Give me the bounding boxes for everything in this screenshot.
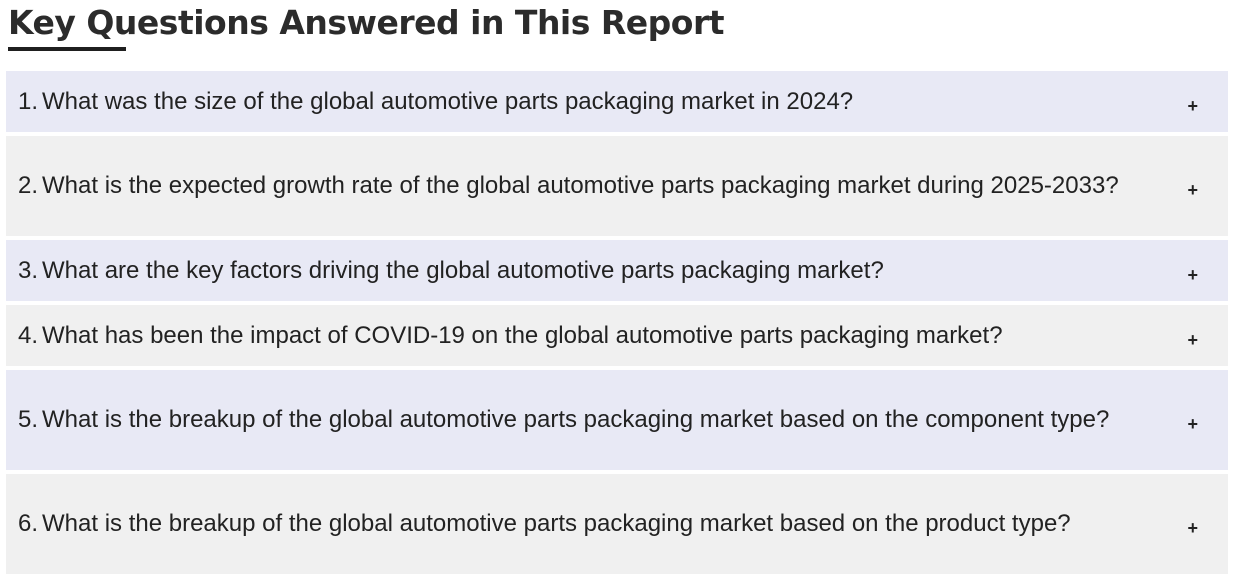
faq-question: What was the size of the global automoti… [42,87,854,115]
expand-plus-icon[interactable]: + [1187,264,1198,285]
faq-question: What is the expected growth rate of the … [42,172,1119,199]
faq-number: 2. [18,172,39,199]
faq-number: 1. [18,87,39,115]
faq-number: 3. [18,256,39,284]
faq-question: What is the breakup of the global automo… [42,406,1110,433]
faq-question: What is the breakup of the global automo… [42,510,1071,537]
faq-item-5[interactable]: 5. What is the breakup of the global aut… [6,370,1228,470]
expand-plus-icon[interactable]: + [1187,329,1198,350]
expand-plus-icon[interactable]: + [1187,180,1198,200]
expand-plus-icon[interactable]: + [1187,518,1198,538]
title-underline [8,47,126,51]
section-heading-wrap: Key Questions Answered in This Report [8,0,725,46]
faq-question: What are the key factors driving the glo… [42,256,884,284]
faq-item-1[interactable]: 1. What was the size of the global autom… [6,71,1228,132]
faq-item-2[interactable]: 2. What is the expected growth rate of t… [6,136,1228,236]
faq-question: What has been the impact of COVID-19 on … [42,321,1003,349]
faq-item-6[interactable]: 6. What is the breakup of the global aut… [6,474,1228,574]
faq-list: 1. What was the size of the global autom… [6,71,1228,578]
faq-number: 5. [18,406,39,433]
faq-number: 4. [18,321,39,349]
expand-plus-icon[interactable]: + [1187,414,1198,434]
faq-item-4[interactable]: 4. What has been the impact of COVID-19 … [6,305,1228,366]
section-title: Key Questions Answered in This Report [8,3,725,42]
faq-item-3[interactable]: 3. What are the key factors driving the … [6,240,1228,301]
faq-number: 6. [18,510,39,537]
expand-plus-icon[interactable]: + [1187,95,1198,116]
